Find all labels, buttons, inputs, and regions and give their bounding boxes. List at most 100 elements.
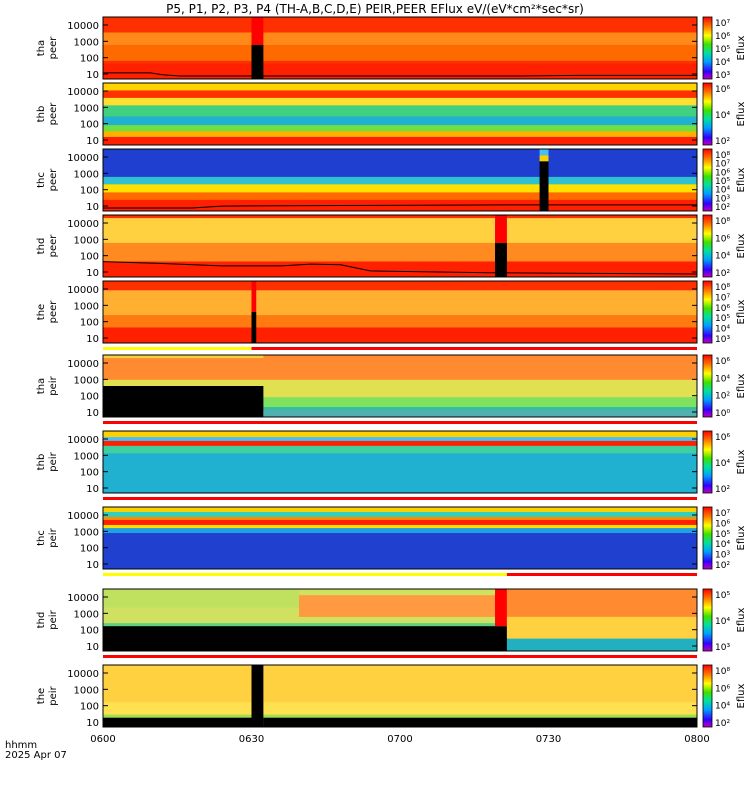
data-region-0: [251, 17, 264, 45]
heatmap-thd-peer: [103, 215, 697, 277]
y-tick-label: 10000: [67, 511, 99, 522]
energy-band-1: [103, 218, 697, 244]
spacecraft-potential-line: [103, 204, 697, 209]
colorbar-tick-label: 10⁸: [715, 283, 730, 293]
energy-band-2: [103, 315, 697, 328]
y-tick-label: 1000: [74, 103, 99, 114]
colorbar-tick-label: 10⁶: [715, 519, 730, 529]
energy-band-2: [103, 184, 697, 193]
y-tick-label: 1000: [74, 235, 99, 246]
colorbar: [702, 354, 713, 418]
quality-flag-bar: [103, 655, 697, 658]
probe-label: thd: [36, 612, 47, 629]
colorbar-tick-label: 10⁶: [715, 234, 730, 244]
data-region-0: [103, 717, 252, 727]
x-tick-label: 0600: [90, 734, 115, 745]
data-region-3: [263, 409, 697, 417]
y-tick-label: 10: [86, 70, 99, 81]
data-region-1: [495, 242, 507, 277]
energy-band-2: [103, 440, 697, 447]
colorbar-tick-label: 10⁶: [715, 168, 730, 178]
x-tick-label: 0800: [684, 734, 709, 745]
data-region-0: [103, 358, 264, 380]
colorbar-tick-label: 10³: [715, 194, 730, 204]
colorbar-tick-label: 10⁴: [715, 374, 730, 384]
colorbar-tick-label: 10⁴: [715, 58, 730, 68]
panel-thd-peer: 10000 1000 100 10 thd peer 10⁸ 10⁶ 10⁴ 10² Eflux: [36, 214, 747, 279]
colorbar-tick-label: 10⁴: [715, 325, 730, 335]
colorbar-tick-label: 10²: [715, 485, 730, 495]
colorbar-tick-label: 10³: [715, 643, 730, 653]
energy-band-1: [103, 32, 697, 46]
spacecraft-potential-line: [103, 72, 697, 77]
energy-band-3: [103, 397, 697, 408]
y-tick-label: 10: [86, 268, 99, 279]
data-region-0: [495, 215, 507, 243]
heatmap-thc-peir: [103, 507, 697, 569]
plot-frame: [102, 82, 698, 146]
panel-the-peir: 10000 1000 100 10 the peir 10⁸ 10⁶ 10⁴ 10² Eflux: [36, 664, 747, 729]
energy-band-3: [103, 63, 697, 79]
probe-label: tha: [36, 40, 47, 56]
colorbar-tick-label: 10⁶: [715, 304, 730, 314]
y-tick-label: 10: [86, 560, 99, 571]
quality-flag-bar: [103, 347, 252, 350]
species-label: peir: [48, 375, 59, 395]
colorbar-tick-label: 10⁴: [715, 459, 730, 469]
y-tick-label: 10000: [67, 359, 99, 370]
y-tick-label: 10: [86, 484, 99, 495]
colorbar-tick-label: 10⁶: [715, 433, 730, 443]
colorbar-tick-label: 10²: [715, 137, 730, 147]
colorbar-tick-label: 10⁸: [715, 151, 730, 161]
colorbar: [702, 588, 713, 652]
energy-band-0: [103, 507, 697, 513]
plot-frame: [102, 430, 698, 494]
colorbar-tick-label: 10²: [715, 719, 730, 729]
species-label: peer: [48, 168, 59, 192]
energy-band-3: [103, 445, 697, 454]
y-tick-label: 10000: [67, 21, 99, 32]
spacecraft-potential-line: [103, 261, 697, 275]
panel-thc-peer: 10000 1000 100 10 thc peer 10⁸10⁷10⁶10⁵10⁴10³1…: [36, 148, 747, 213]
colorbar-tick-label: 10⁷: [715, 19, 730, 29]
colorbar-label: Eflux: [736, 299, 747, 324]
energy-band-2: [103, 44, 697, 61]
colorbar-label: Eflux: [736, 683, 747, 708]
colorbar-tick-label: 10⁸: [715, 217, 730, 227]
data-region-0: [251, 281, 257, 312]
y-tick-label: 10000: [67, 87, 99, 98]
energy-band-2: [103, 97, 697, 106]
colorbar-tick-label: 10²: [715, 203, 730, 213]
heatmap-thc-peer: [103, 149, 697, 211]
probe-label: the: [36, 304, 47, 320]
species-label: peer: [48, 102, 59, 126]
colorbar-tick-label: 10³: [715, 551, 730, 561]
y-tick-label: 10000: [67, 219, 99, 230]
heatmap-thb-peer: [103, 83, 697, 145]
y-tick-label: 10: [86, 334, 99, 345]
energy-band-4: [103, 116, 697, 126]
species-label: peir: [48, 451, 59, 471]
energy-band-1: [103, 290, 697, 316]
data-region-5: [506, 616, 697, 639]
colorbar-tick-label: 10⁵: [715, 530, 730, 540]
figure-title: P5, P1, P2, P3, P4 (TH-A,B,C,D,E) PEIR,P…: [166, 2, 584, 16]
energy-band-2: [103, 242, 697, 262]
panel-thb-peir: 10000 1000 100 10 thb peir 10⁶ 10⁴ 10² Eflux: [36, 430, 747, 500]
probe-label: thc: [36, 172, 47, 188]
data-region-2: [263, 355, 697, 380]
data-region-1: [251, 312, 257, 343]
energy-band-7: [103, 136, 697, 145]
energy-band-4: [103, 524, 697, 529]
colorbar-tick-label: 10⁵: [715, 45, 730, 55]
colorbar-tick-label: 10⁴: [715, 540, 730, 550]
y-tick-label: 10: [86, 408, 99, 419]
energy-band-0: [103, 665, 697, 703]
colorbar: [702, 430, 713, 494]
colorbar-tick-label: 10⁴: [715, 252, 730, 262]
colorbar: [702, 506, 713, 570]
quality-flag-bar: [506, 573, 697, 576]
x-axis: 0600 0630 0700 0730 0800: [90, 721, 710, 745]
colorbar-label: Eflux: [736, 449, 747, 474]
y-tick-label: 1000: [74, 685, 99, 696]
